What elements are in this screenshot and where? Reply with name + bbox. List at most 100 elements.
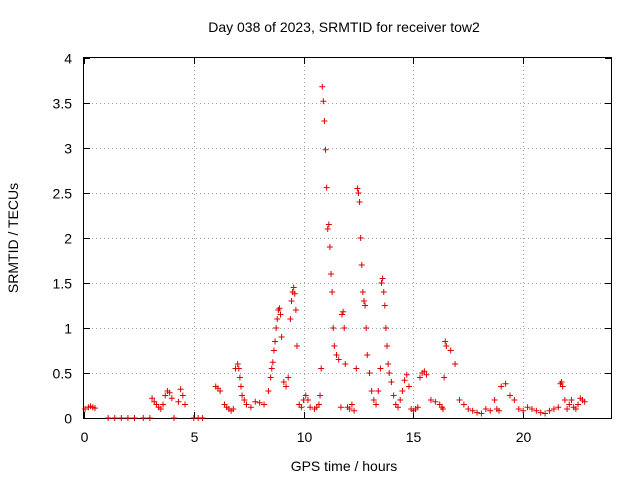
data-point <box>382 325 389 331</box>
data-point <box>362 302 369 309</box>
data-point <box>460 401 467 408</box>
data-point <box>235 365 242 372</box>
data-point <box>326 244 333 250</box>
data-point <box>302 392 309 399</box>
data-point <box>414 404 421 411</box>
data-point <box>337 404 344 411</box>
data-point <box>278 334 285 340</box>
data-point <box>364 352 371 358</box>
data-point <box>358 262 365 268</box>
data-point <box>199 415 206 421</box>
data-point <box>247 404 254 411</box>
chart-title: Day 038 of 2023, SRMTID for receiver tow… <box>208 19 480 35</box>
data-point <box>252 398 259 405</box>
data-point <box>558 379 565 385</box>
data-point <box>236 374 243 381</box>
data-point <box>276 305 283 312</box>
data-point <box>82 406 89 412</box>
data-point <box>416 374 423 381</box>
data-point <box>285 374 292 381</box>
data-point <box>238 383 245 390</box>
data-point <box>357 235 364 241</box>
data-point <box>502 380 509 387</box>
grid <box>84 58 611 418</box>
data-point <box>421 368 428 375</box>
data-point <box>91 405 98 412</box>
data-point <box>550 406 557 412</box>
data-point <box>339 311 346 318</box>
data-point <box>315 401 322 408</box>
data-point <box>269 359 276 366</box>
data-point <box>511 397 518 403</box>
data-point <box>528 406 535 412</box>
data-point <box>168 395 175 402</box>
data-point <box>118 415 125 421</box>
data-point <box>333 352 340 358</box>
data-point <box>319 83 326 90</box>
data-point <box>171 415 178 421</box>
data-point <box>370 397 377 403</box>
data-point <box>272 338 279 345</box>
data-point <box>166 389 173 396</box>
data-point <box>474 409 481 416</box>
x-tick-label: 15 <box>406 429 422 445</box>
data-point <box>265 388 272 394</box>
data-point <box>524 404 531 411</box>
data-point <box>273 325 280 331</box>
data-point <box>277 311 284 318</box>
data-point <box>268 365 275 372</box>
data-point <box>149 395 156 402</box>
data-point <box>375 388 382 394</box>
data-point <box>318 365 325 372</box>
data-point <box>564 406 571 412</box>
data-point <box>355 190 362 196</box>
data-point <box>487 407 494 414</box>
data-point <box>328 271 335 277</box>
data-point <box>124 415 131 421</box>
data-point <box>320 98 327 105</box>
data-point <box>447 347 454 354</box>
x-tick-label: 10 <box>297 429 313 445</box>
data-point <box>403 371 410 378</box>
data-point <box>506 392 513 399</box>
data-point <box>291 290 298 297</box>
data-point <box>241 397 248 403</box>
data-point <box>324 226 331 232</box>
data-point <box>482 406 489 412</box>
data-point <box>267 374 274 381</box>
data-point <box>520 407 527 414</box>
data-point <box>368 388 375 394</box>
data-point <box>397 397 404 403</box>
data-point <box>182 401 189 408</box>
data-point <box>581 398 588 405</box>
data-point <box>342 361 349 367</box>
data-point <box>217 388 224 394</box>
data-point <box>280 379 287 385</box>
data-point <box>537 409 544 416</box>
data-point <box>105 415 112 421</box>
data-point <box>270 347 277 354</box>
data-point <box>317 392 324 399</box>
data-point <box>287 316 294 322</box>
data-point <box>353 365 360 372</box>
data-point <box>321 118 328 124</box>
data-point <box>230 406 237 412</box>
data-point <box>515 406 522 412</box>
data-point <box>261 401 268 408</box>
data-point <box>175 398 182 405</box>
data-point <box>456 397 463 403</box>
data-point <box>292 307 299 313</box>
data-point <box>290 284 297 291</box>
data-point <box>179 392 186 399</box>
data-point <box>354 185 361 192</box>
plot-frame <box>83 57 612 419</box>
x-tick-label: 0 <box>81 429 89 445</box>
y-tick-label: 2 <box>64 231 72 247</box>
data-point <box>478 410 485 417</box>
y-tick-label: 3 <box>64 141 72 157</box>
data-point <box>162 392 169 399</box>
data-point <box>381 302 388 309</box>
data-point <box>360 298 367 304</box>
data-point <box>131 415 138 421</box>
